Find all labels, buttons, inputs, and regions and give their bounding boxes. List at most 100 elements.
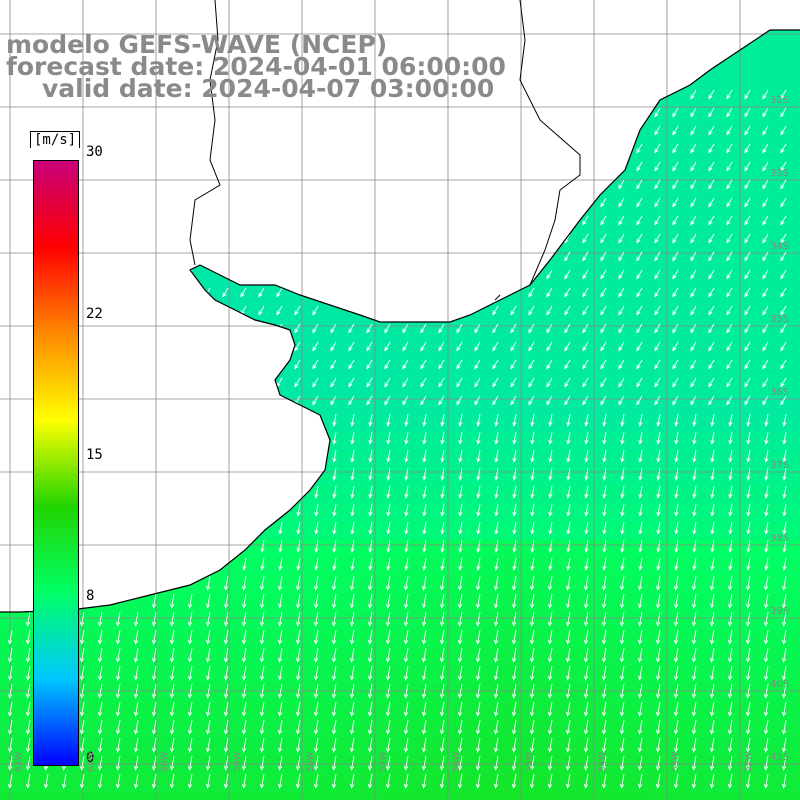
field-cell xyxy=(252,594,271,613)
field-cell xyxy=(756,198,775,217)
latitude-label: 41S xyxy=(770,752,790,763)
wind-arrow xyxy=(350,629,355,645)
field-cell xyxy=(432,396,451,415)
wind-arrow xyxy=(602,773,607,789)
wind-arrow xyxy=(26,611,31,627)
field-cell xyxy=(720,288,739,307)
field-cell xyxy=(594,288,613,307)
wind-arrow xyxy=(98,737,103,753)
wind-arrow xyxy=(638,431,643,445)
field-cell xyxy=(594,360,613,379)
wind-arrow xyxy=(510,341,517,352)
wind-arrow xyxy=(224,611,229,627)
wind-arrow xyxy=(8,737,13,753)
wind-arrow xyxy=(404,773,409,789)
wind-arrow xyxy=(206,575,211,591)
wind-arrow xyxy=(440,611,445,627)
field-cell xyxy=(324,306,343,325)
wind-arrow xyxy=(62,773,67,789)
wind-arrow xyxy=(366,323,373,334)
field-cell xyxy=(198,702,217,721)
wind-arrow xyxy=(458,503,463,517)
wind-arrow xyxy=(80,719,85,735)
field-cell xyxy=(666,774,685,793)
wind-arrow xyxy=(710,467,715,481)
wind-arrow xyxy=(492,395,499,406)
field-cell xyxy=(576,666,595,685)
wind-arrow xyxy=(566,611,571,627)
field-cell xyxy=(342,594,361,613)
field-cell xyxy=(180,630,199,649)
field-cell xyxy=(756,324,775,343)
field-cell xyxy=(414,666,433,685)
field-cell xyxy=(252,666,271,685)
field-cell xyxy=(216,792,235,800)
wind-arrow xyxy=(350,755,355,771)
wind-arrow xyxy=(314,557,319,571)
field-cell xyxy=(630,666,649,685)
wind-arrow xyxy=(548,593,553,609)
wind-arrow xyxy=(188,737,193,753)
field-cell xyxy=(468,648,487,667)
field-cell xyxy=(342,342,361,361)
field-cell xyxy=(774,738,793,757)
wind-arrow xyxy=(224,647,229,663)
wind-arrow xyxy=(654,305,661,316)
wind-arrow xyxy=(242,701,247,717)
wind-arrow xyxy=(458,611,463,627)
wind-arrow xyxy=(476,683,481,699)
wind-arrow xyxy=(386,755,391,771)
wind-arrow xyxy=(548,539,553,553)
field-cell xyxy=(360,396,379,415)
field-cell xyxy=(288,774,307,793)
wind-arrow xyxy=(566,737,571,753)
field-cell xyxy=(90,630,109,649)
wind-arrow xyxy=(278,521,283,535)
wind-arrow xyxy=(546,287,553,298)
wind-arrow xyxy=(386,665,391,681)
wind-arrow xyxy=(764,449,769,463)
wind-arrow xyxy=(440,521,445,535)
field-cell xyxy=(468,756,487,775)
wind-arrow xyxy=(402,323,409,334)
field-cell xyxy=(0,792,19,800)
field-cell xyxy=(702,666,721,685)
wind-arrow xyxy=(566,773,571,789)
wind-arrow xyxy=(368,503,373,517)
wind-arrow xyxy=(744,143,751,154)
longitude-label: 52W xyxy=(744,751,754,772)
wind-arrow xyxy=(422,575,427,591)
field-cell xyxy=(468,702,487,721)
wind-arrow xyxy=(368,701,373,717)
wind-arrow xyxy=(762,359,769,370)
field-cell xyxy=(216,774,235,793)
wind-arrow xyxy=(440,647,445,663)
wind-arrow xyxy=(546,395,553,406)
wind-arrow xyxy=(710,647,715,663)
wind-arrow xyxy=(566,755,571,771)
wind-arrow xyxy=(674,611,679,627)
wind-arrow xyxy=(188,593,193,609)
field-cell xyxy=(702,288,721,307)
wind-arrow xyxy=(206,719,211,735)
field-cell xyxy=(702,198,721,217)
wind-arrow xyxy=(600,323,607,334)
wind-arrow xyxy=(638,665,643,681)
field-cell xyxy=(756,306,775,325)
wind-arrow xyxy=(512,521,517,535)
field-cell xyxy=(576,594,595,613)
wind-arrow xyxy=(44,773,49,789)
wind-arrow xyxy=(278,755,283,771)
field-cell xyxy=(738,234,757,253)
field-cell xyxy=(18,702,37,721)
wind-arrow xyxy=(278,629,283,645)
field-cell xyxy=(162,594,181,613)
wind-arrow xyxy=(726,215,733,226)
field-cell xyxy=(342,612,361,631)
field-cell xyxy=(630,792,649,800)
field-cell xyxy=(198,612,217,631)
wind-arrow xyxy=(564,269,571,280)
wind-arrow xyxy=(386,629,391,645)
field-cell xyxy=(450,648,469,667)
wind-arrow xyxy=(762,287,769,298)
